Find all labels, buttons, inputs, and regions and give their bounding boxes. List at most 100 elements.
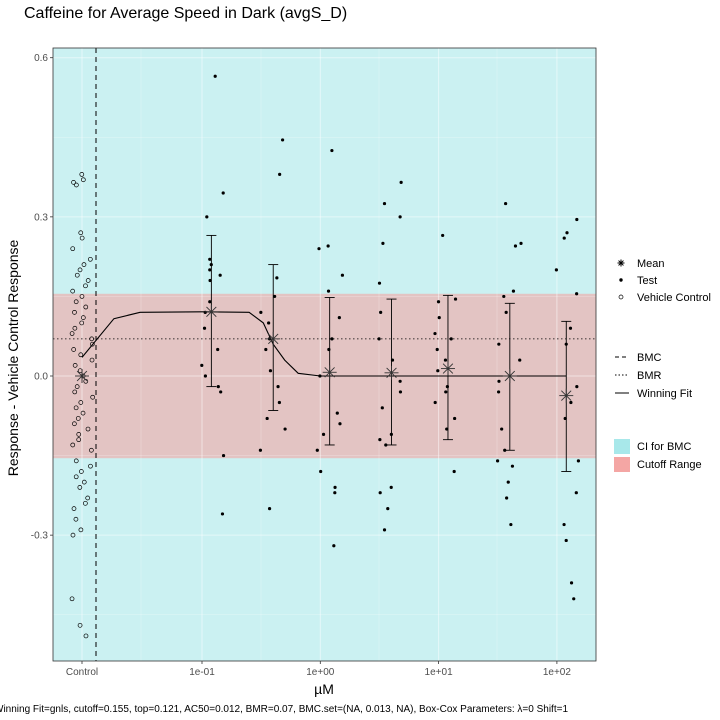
vehicle-control-point [89,447,94,453]
legend-label: BMR [637,370,662,382]
test-point [216,385,220,389]
test-point [213,74,217,78]
test-point [382,528,387,532]
vehicle-control-point [78,352,84,358]
mean-marker-stroke [268,333,279,345]
vehicle-control-point [73,474,79,480]
vehicle-control-point [88,463,93,469]
test-point [340,273,345,277]
legend-label: CI for BMC [637,441,691,453]
test-point [572,597,576,601]
test-point [218,273,222,277]
test-point [208,257,212,261]
test-point [267,507,272,511]
test-point [332,544,336,548]
mean-marker [384,365,399,380]
vehicle-control-point [73,458,79,464]
vehicle-control-point [90,394,96,400]
test-point [519,241,523,245]
test-point [378,491,382,495]
test-point [208,300,212,304]
legend-label: Winning Fit [637,388,692,400]
test-point [386,507,390,511]
test-point [565,231,569,235]
test-point [277,400,281,405]
vehicle-control-point [77,485,83,490]
vehicle-control-point [72,363,78,368]
winning-fit-curve [81,311,567,377]
mean-marker [559,388,574,403]
vehicle-control-point [74,272,80,278]
vehicle-control-point [72,309,77,315]
vehicle-control-point [80,177,86,183]
mean-marker [266,331,281,346]
test-point [377,337,381,341]
vehicle-control-point [76,432,82,437]
vehicle-control-point [85,495,91,501]
test-point [382,201,387,206]
test-point [333,491,337,495]
chart-title: Caffeine for Average Speed in Dark (avgS… [24,5,347,22]
test-point [503,448,507,452]
legend-label: BMC [637,352,662,364]
test-point [278,172,282,177]
vehicle-control-point [71,180,76,185]
test-point [337,316,341,320]
vehicle-control-point [79,320,85,326]
x-tick-label: 1e+02 [543,667,572,678]
test-point [275,276,279,280]
test-point [205,215,209,219]
test-point [449,337,453,341]
mean-marker [204,304,219,319]
test-point [321,432,326,436]
test-point [258,448,263,452]
test-point [378,438,382,442]
y-tick-label: 0.3 [34,212,48,223]
vehicle-control-point [74,384,80,389]
vehicle-control-point [79,469,84,474]
mean-marker [322,365,337,380]
test-point [506,480,510,484]
test-point [513,244,518,248]
test-point [569,400,573,405]
vehicle-control-point [69,596,75,602]
test-point [389,485,393,490]
y-tick-label: -0.3 [31,531,49,542]
mean-marker [502,369,517,383]
test-point [398,215,402,219]
vehicle-control-point [79,235,85,241]
test-point [497,342,501,346]
test-point [437,316,441,320]
test-point [315,448,319,452]
vehicle-control-point [75,416,81,421]
test-point [265,416,269,421]
vehicle-control-point [83,283,88,289]
test-point [554,268,558,272]
test-point [436,369,440,373]
test-point [384,443,388,447]
test-point [453,416,457,421]
y-tick-label: 0.6 [34,53,48,64]
test-point [276,385,280,389]
test-point [280,138,285,142]
vehicle-control-point [83,304,89,310]
vehicle-control-point [87,256,93,262]
test-point [436,300,441,304]
test-point [399,180,403,184]
vehicle-control-point [83,633,89,639]
test-point [511,289,516,293]
vehicle-control-point [77,622,83,628]
test-point [377,281,382,285]
vehicle-control-point [70,288,76,294]
test-point [317,247,321,251]
mean-marker-stroke [324,367,335,378]
vehicle-control-point [71,347,77,352]
vehicle-control-point [78,230,84,236]
test-point [564,538,568,543]
vehicle-control-point [85,278,91,283]
test-point [203,374,207,378]
caption: Winning Fit=gnls, cutoff=0.155, top=0.12… [0,704,568,715]
test-point [268,369,273,373]
legend-label: Test [637,275,657,287]
